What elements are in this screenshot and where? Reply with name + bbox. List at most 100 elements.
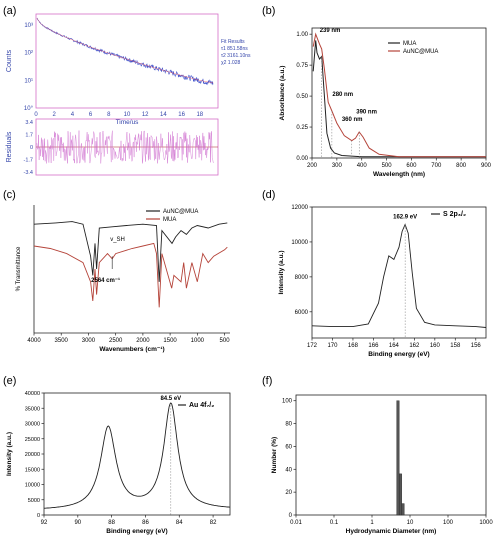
uv-y-label: 0.75	[296, 63, 308, 69]
xps-au-x-label: 90	[74, 520, 81, 526]
decay-x-tick-label: 6	[89, 112, 93, 118]
dls-x-label: 1	[370, 520, 374, 526]
panel-label-d: (d)	[262, 189, 275, 201]
decay-x-tick-label: 14	[160, 112, 167, 118]
uv-annotation: 390 nm	[356, 109, 377, 115]
xps-au-legend-label: Au 4f₇/₂	[189, 402, 214, 409]
decay-x-axis-title: Time/us	[116, 119, 140, 126]
xps-s-y-axis-title: Intensity (a.u.)	[278, 250, 285, 294]
uv-legend-label: AuNC@MUA	[403, 49, 438, 55]
residual-y-tick-label: 0	[30, 145, 33, 151]
ftir-x-label: 1500	[163, 338, 177, 344]
ftir-x-label: 2000	[136, 338, 150, 344]
uv-series-line	[312, 32, 486, 158]
xps-au-x-label: 88	[108, 520, 115, 526]
xps-au-y-label: 0	[37, 513, 40, 519]
ftir-x-label: 3000	[82, 338, 96, 344]
uv-y-axis-title: Absorbance (a.u.)	[279, 66, 286, 121]
decay-x-tick-label: 4	[71, 112, 75, 118]
ftir-annotation: v_SH	[110, 237, 125, 243]
ftir-x-label: 3500	[55, 338, 69, 344]
xps-au-y-label: 20000	[25, 452, 40, 458]
dls-bar	[401, 503, 405, 516]
ftir-x-label: 1000	[191, 338, 205, 344]
panel-f: 0.01 0.1 1 10 100 1000 0 20 40 60 80 100 Hydrodynami…	[271, 394, 493, 535]
fit-result-text: τ1 851.58ns	[221, 46, 248, 52]
dls-x-label: 0.1	[330, 520, 339, 526]
panel-b: 200 300 400 500 600 700 800 900 0.00 0.25 0.50 0.75…	[279, 27, 492, 178]
xps-s-y-label: 6000	[295, 310, 309, 316]
uv-x-axis-title: Wavelength (nm)	[373, 171, 425, 178]
residual-y-tick-label: 1.7	[25, 133, 33, 139]
xps-au-y-axis-title: Intensity (a.u.)	[6, 432, 13, 476]
fit-result-text: τ2 3161.10ns	[221, 53, 251, 59]
xps-au-y-label: 40000	[25, 391, 40, 397]
decay-y-tick-label: 10²	[24, 51, 33, 57]
uv-y-label: 0.50	[296, 94, 308, 100]
uv-x-label: 500	[382, 163, 393, 169]
ftir-x-label: 4000	[27, 338, 41, 344]
uv-legend-label: MUA	[403, 41, 416, 47]
xps-s-x-axis-title: Binding energy (eV)	[368, 351, 429, 358]
plot-frame	[311, 27, 487, 159]
dls-y-label: 100	[282, 399, 293, 405]
panel-label-c: (c)	[3, 189, 16, 201]
panel-label-a: (a)	[3, 5, 16, 17]
decay-y-axis-title: Counts	[6, 49, 13, 72]
dls-x-label: 0.01	[290, 520, 302, 526]
plot-frame	[311, 206, 487, 339]
panel-a: 0 2 4 6 8 10 12 14 16 18 10° 10¹ 10² 10³ Time/us Counts…	[6, 13, 251, 176]
xps-au-y-label: 15000	[25, 467, 40, 473]
fit-result-text: Fit Results	[221, 39, 245, 45]
uv-annotation: 280 nm	[332, 92, 353, 98]
ftir-legend-label: MUA	[163, 217, 176, 223]
uv-y-label: 1.00	[296, 32, 308, 38]
dls-y-label: 40	[285, 467, 292, 473]
xps-s-x-label: 158	[450, 343, 461, 349]
decay-trace	[36, 17, 214, 86]
uv-x-label: 400	[357, 163, 368, 169]
xps-au-y-label: 5000	[28, 498, 40, 504]
uv-annotation: 360 nm	[342, 117, 363, 123]
residual-y-tick-label: -3.4	[24, 170, 33, 176]
dls-y-label: 60	[285, 444, 292, 450]
dls-bar	[396, 400, 400, 516]
uv-x-label: 200	[307, 163, 318, 169]
xps-au-x-axis-title: Binding energy (eV)	[106, 528, 167, 535]
xps-au-x-label: 86	[142, 520, 149, 526]
uv-x-label: 800	[456, 163, 467, 169]
ftir-annotation: 2564 cm⁻¹	[91, 277, 120, 284]
decay-x-tick-label: 12	[142, 112, 149, 118]
xps-s-x-label: 162	[409, 343, 420, 349]
residual-y-tick-label: -1.7	[24, 158, 33, 164]
panel-d: 172 170 168 166 164 162 160 158 156 6000 8000 10000…	[278, 205, 487, 358]
residual-y-axis-title: Residuals	[6, 131, 13, 162]
uv-y-label: 0.00	[296, 156, 308, 162]
decay-x-tick-label: 18	[196, 112, 203, 118]
uv-y-label: 0.25	[296, 125, 308, 131]
ftir-x-label: 500	[220, 338, 231, 344]
xps-s-y-label: 8000	[295, 275, 309, 281]
xps-s-x-label: 164	[389, 343, 400, 349]
panel-label-e: (e)	[3, 375, 16, 387]
dls-y-label: 0	[289, 513, 293, 519]
ftir-x-axis-title: Wavenumbers (cm⁻¹)	[99, 346, 164, 353]
decay-frame	[35, 13, 219, 109]
ftir-series-line	[33, 221, 228, 282]
decay-y-tick-label: 10¹	[24, 78, 33, 84]
xps-au-x-label: 92	[41, 520, 48, 526]
dls-y-label: 80	[285, 422, 292, 428]
panel-label-f: (f)	[262, 375, 272, 387]
residual-trace	[36, 130, 214, 164]
uv-x-label: 600	[406, 163, 417, 169]
panel-label-b: (b)	[262, 5, 275, 17]
xps-s-legend-label: S 2p₃/₂	[443, 211, 466, 218]
xps-au-spectrum-line	[43, 402, 231, 509]
decay-fit-line	[36, 17, 214, 84]
dls-x-label: 1000	[479, 520, 493, 526]
xps-s-x-label: 172	[307, 343, 318, 349]
xps-au-x-label: 82	[210, 520, 217, 526]
fit-result-text: χ2 1.028	[221, 60, 241, 66]
residual-y-tick-label: 3.4	[25, 120, 33, 126]
xps-s-spectrum-line	[311, 223, 487, 328]
